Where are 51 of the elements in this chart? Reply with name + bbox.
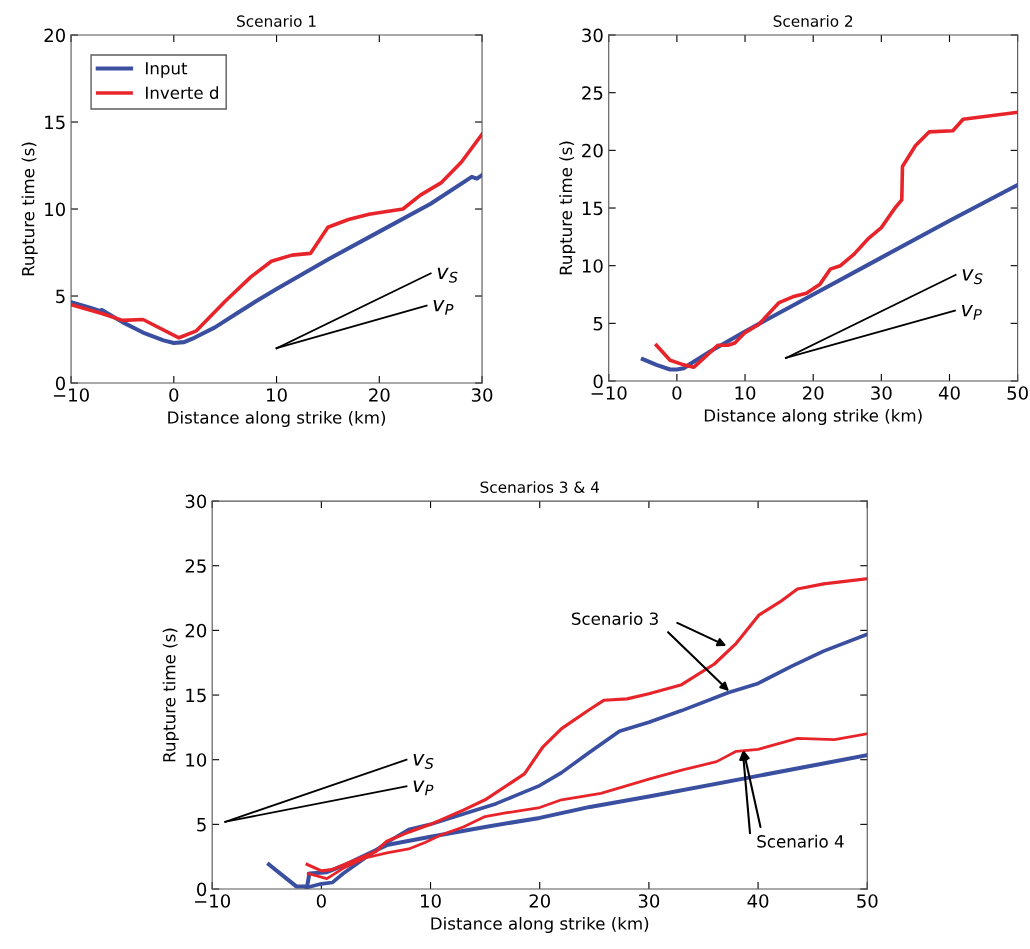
x-tick-label: 0 [169,388,179,402]
y-axis-title: Rupture time (s) [162,628,179,762]
y-axis-title: Rupture time (s) [21,142,38,276]
x-tick-label: 10 [267,388,287,402]
y-tick-label: 30 [582,28,603,43]
y-tick-label: 15 [582,201,603,216]
x-tick-label: 0 [672,386,682,400]
x-tick-label: 20 [529,894,551,908]
y-tick-label: 25 [185,559,206,573]
y-tick-label: 10 [186,753,207,767]
annotation: v$_{P}$ [413,780,434,796]
y-tick-label: 20 [185,623,207,638]
x-axis-title: Distance along strike (km) [431,916,649,934]
x-tick-label: 0 [316,894,326,908]
y-tick-label: 20 [582,143,603,158]
y-tick-label: 20 [44,28,66,43]
x-axis-title: Distance along strike (km) [168,410,386,428]
annotation: v$_{P}$ [433,299,454,315]
legend-label: Inverte d [146,86,218,100]
annotation: v$_{S}$ [437,267,458,283]
y-tick-label: 25 [582,86,603,100]
x-tick-label: 40 [747,894,769,908]
y-tick-label: 5 [593,317,603,331]
annotation: Scenario 4 [757,834,844,848]
annotation: v$_{P}$ [961,304,982,320]
x-tick-label: 20 [369,388,390,402]
x-tick-label: 40 [938,386,960,400]
legend-label: Input [146,62,188,78]
y-tick-label: 10 [582,259,603,273]
annotation: Scenario 3 [571,612,658,626]
annotation: v$_{S}$ [413,754,434,770]
y-tick-label: 15 [45,115,65,130]
chart-title: Scenarios 3 & 4 [480,481,600,493]
x-tick-label: 20 [803,386,824,400]
x-tick-label: 50 [1007,386,1028,400]
x-tick-label: 10 [735,386,756,400]
x-tick-label: 30 [471,388,493,402]
x-tick-label: 30 [638,894,660,908]
x-tick-label: 10 [421,894,441,908]
y-tick-label: 30 [185,494,207,509]
y-tick-label: 10 [45,202,66,217]
y-tick-label: 5 [197,818,206,832]
chart-title: Scenario 2 [773,15,853,27]
x-axis-title: Distance along strike (km) [704,408,922,426]
chart-title: Scenario 1 [237,15,316,27]
x-tick-label: 30 [871,386,892,400]
y-tick-label: 15 [186,688,206,703]
y-axis-title: Rupture time (s) [559,141,576,275]
y-tick-label: 5 [56,289,65,304]
x-tick-label: 50 [857,894,878,908]
annotation: v$_{S}$ [962,269,983,285]
